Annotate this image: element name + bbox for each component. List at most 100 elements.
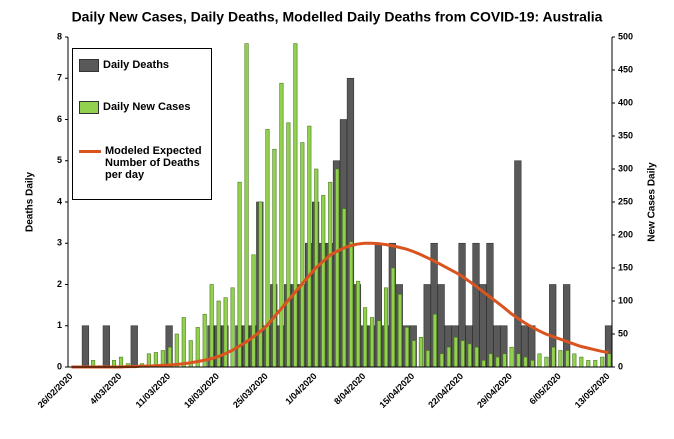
y-tick-label: 0 — [57, 361, 62, 371]
bar — [321, 195, 326, 368]
bar — [558, 350, 563, 368]
bar — [481, 360, 486, 368]
bar — [453, 336, 458, 368]
bar — [593, 360, 598, 368]
legend-item: Daily New Cases — [79, 101, 190, 114]
bar — [530, 360, 535, 368]
bar — [286, 122, 291, 368]
bar — [579, 356, 584, 368]
y2-tick-label: 300 — [618, 163, 633, 173]
bar — [446, 346, 451, 368]
bar — [551, 346, 556, 368]
bar — [607, 353, 612, 368]
bar — [488, 353, 493, 368]
bar — [363, 307, 368, 368]
bar — [565, 350, 570, 368]
bar — [272, 148, 277, 368]
y2-tick-label: 250 — [618, 196, 633, 206]
bar — [460, 340, 465, 368]
legend-swatch — [79, 101, 99, 114]
bar — [370, 317, 375, 368]
legend: Daily Deaths Daily New Cases Modeled Expec… — [72, 48, 212, 200]
bar — [411, 340, 416, 368]
legend-label: Daily Deaths — [103, 59, 170, 71]
bar — [486, 242, 494, 368]
bar — [377, 320, 382, 368]
x-tick-label: 29/04/2020 — [475, 371, 514, 410]
y-axis-label: Deaths Daily — [25, 172, 36, 232]
chart-title: Daily New Cases, Daily Deaths, Modelled … — [72, 9, 603, 25]
legend-item: Modeled Expected Number of Deaths per da… — [79, 145, 205, 181]
bar — [279, 82, 284, 368]
bar — [514, 160, 522, 368]
y-tick-label: 4 — [57, 196, 62, 206]
bar — [586, 360, 591, 368]
x-tick-label: 11/03/2020 — [134, 371, 173, 410]
bar — [81, 325, 90, 368]
bar — [251, 254, 256, 368]
y-tick-label: 6 — [57, 114, 62, 124]
bar — [467, 343, 472, 368]
bar — [502, 353, 507, 368]
bar — [418, 336, 423, 368]
bar — [230, 287, 235, 368]
y-tick-label: 8 — [57, 31, 62, 41]
bar — [397, 294, 403, 368]
x-tick-label: 4/03/2020 — [88, 371, 123, 406]
bar — [300, 142, 305, 368]
bar — [474, 346, 479, 368]
y-tick-label: 7 — [57, 73, 62, 83]
y2-tick-label: 450 — [618, 64, 633, 74]
y2-tick-label: 0 — [618, 361, 623, 371]
legend-label: Modeled Expected Number of Deaths per da… — [105, 145, 202, 181]
y-tick-label: 1 — [57, 320, 62, 330]
legend-item: Daily Deaths — [79, 59, 169, 72]
bar — [425, 350, 430, 368]
bar — [293, 43, 298, 368]
bar — [237, 181, 242, 368]
legend-swatch — [79, 150, 101, 153]
x-tick-label: 1/04/2020 — [283, 371, 318, 406]
y2-tick-label: 400 — [618, 97, 633, 107]
bar — [328, 181, 333, 368]
bar — [349, 241, 354, 368]
bar — [209, 284, 214, 368]
legend-label: Daily New Cases — [103, 101, 191, 113]
bar — [102, 325, 110, 368]
bar — [479, 284, 487, 368]
y2-tick-label: 350 — [618, 130, 633, 140]
bar — [383, 287, 389, 368]
bar — [223, 297, 228, 368]
bar — [509, 346, 514, 368]
bar — [174, 333, 179, 368]
bar — [181, 317, 186, 368]
y-tick-label: 2 — [57, 279, 62, 289]
y2-tick-label: 200 — [618, 229, 633, 239]
bar — [244, 43, 249, 368]
bar — [537, 353, 542, 368]
x-tick-label: 8/04/2020 — [332, 371, 367, 406]
x-tick-label: 26/02/2020 — [36, 371, 75, 410]
bar — [335, 168, 340, 368]
x-tick-label: 15/04/2020 — [377, 371, 416, 410]
bar — [258, 201, 263, 368]
bar — [404, 327, 409, 368]
bar — [523, 356, 528, 368]
x-tick-label: 13/05/2020 — [573, 371, 612, 410]
y-tick-label: 3 — [57, 238, 62, 248]
bar — [432, 313, 437, 368]
bar — [265, 129, 270, 368]
bar — [572, 353, 577, 368]
legend-swatch — [79, 59, 99, 72]
y2-tick-label: 50 — [618, 328, 628, 338]
bar — [390, 267, 396, 368]
x-tick-label: 22/04/2020 — [426, 371, 465, 410]
bar — [342, 208, 347, 368]
x-tick-label: 18/03/2020 — [182, 371, 221, 410]
x-tick-label: 25/03/2020 — [231, 371, 270, 410]
y2-tick-label: 100 — [618, 295, 633, 305]
y-tick-label: 5 — [57, 155, 62, 165]
y2-axis-label: New Cases Daily — [647, 162, 658, 242]
bar — [356, 280, 361, 368]
